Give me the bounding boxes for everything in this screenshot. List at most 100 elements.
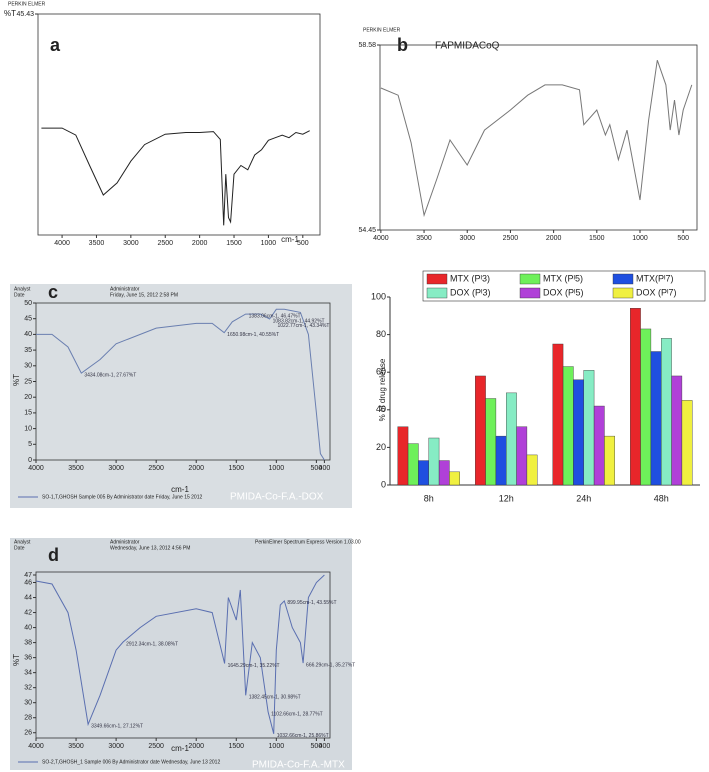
bar (640, 328, 652, 486)
x-tick-label: 3500 (89, 240, 105, 247)
header-text: PERKIN ELMER (363, 27, 401, 33)
peak-annotation: 1022.77cm-1, 43.34%T (278, 323, 330, 329)
y-tick-label: 0 (381, 479, 386, 489)
legend-swatch (612, 273, 634, 285)
y-tick-label: 50 (24, 300, 32, 307)
bar (583, 370, 595, 486)
spectrum-line (36, 308, 325, 461)
y-tick-label: 80 (376, 329, 386, 339)
x-tick-label: 500 (311, 743, 323, 750)
x-tick-label: 2500 (157, 240, 173, 247)
header-text: Administrator (110, 286, 140, 292)
y-tick-label: 20 (24, 394, 32, 401)
x-axis-label: cm-1 (171, 744, 189, 753)
x-tick-label: 500 (297, 240, 309, 247)
y-tick-label: 30 (24, 700, 32, 707)
y-tick-label: 32 (24, 685, 32, 692)
bar (506, 392, 517, 486)
x-tick-label: 2500 (148, 743, 164, 750)
legend-label: MTX (Pᴵ3) (450, 273, 490, 283)
peak-annotation: 1032.66cm-1, 25.86%T (277, 733, 329, 739)
y-tick-label: 26 (24, 730, 32, 737)
peak-annotation: 1383.06cm-1, 46.47%T (249, 313, 301, 319)
bar (438, 460, 450, 486)
peak-annotation: 3434.08cm-1, 27.67%T (84, 372, 136, 378)
x-tick-label: 4000 (373, 235, 389, 242)
legend-swatch (612, 287, 634, 299)
bar (449, 471, 460, 486)
header-text: Date (14, 292, 25, 298)
panel-label: c (48, 282, 58, 302)
plot-frame (35, 302, 331, 461)
x-tick-label: 1000 (632, 235, 648, 242)
header-text: Administrator (110, 539, 140, 545)
x-tick-label: 400 (319, 465, 331, 472)
y-tick-label: 36 (24, 654, 32, 661)
panel-title: FAPMIDACoQ (435, 41, 500, 52)
x-tick-label: 2000 (188, 743, 204, 750)
x-axis-label: cm-1 (171, 485, 189, 494)
x-tick-label: 3000 (123, 240, 139, 247)
y-tick-label: 45.43 (16, 11, 34, 18)
bar (661, 338, 672, 486)
x-tick-label: 2500 (148, 465, 164, 472)
x-tick-label: 3000 (459, 235, 475, 242)
header-text: PERKIN ELMER (8, 1, 46, 7)
x-tick-label: 4000 (28, 465, 44, 472)
peak-annotation: 1382.45cm-1, 30.98%T (249, 695, 301, 701)
header-text: Friday, June 15, 2012 2:58 PM (110, 292, 178, 298)
bar (418, 460, 429, 486)
peak-annotation: 2912.34cm-1, 38.08%T (126, 641, 178, 647)
footer-text: PMIDA-Co-F.A.-DOX (230, 492, 324, 503)
bar (495, 435, 507, 486)
y-tick-label: 58.58 (358, 42, 376, 49)
bar (516, 426, 528, 486)
x-tick-label: 48h (654, 493, 669, 503)
x-tick-label: 2000 (188, 465, 204, 472)
x-tick-label: 1000 (261, 240, 277, 247)
y-axis-label: %T (12, 374, 21, 386)
x-tick-label: 8h (424, 493, 434, 503)
x-tick-label: 500 (677, 235, 689, 242)
x-tick-label: 12h (499, 493, 514, 503)
bar (407, 443, 419, 486)
y-tick-label: 40 (24, 331, 32, 338)
spectrum-line (380, 60, 693, 218)
bar (562, 366, 574, 486)
x-tick-label: 1000 (269, 465, 285, 472)
x-tick-label: 1000 (269, 743, 285, 750)
legend-swatch (519, 273, 541, 285)
header-text: PerkinElmer Spectrum Express Version 1.0… (255, 539, 361, 545)
y-tick-label: 10 (24, 425, 32, 432)
y-tick-label: 20 (376, 442, 386, 452)
footer-text: SO-2,T,GHOSH_1 Sample 006 By Administrat… (42, 759, 220, 765)
y-tick-label: 42 (24, 609, 32, 616)
y-axis-label: % of drug release (378, 358, 387, 421)
bar (526, 454, 538, 486)
x-tick-label: 3500 (68, 465, 84, 472)
plot-frame (35, 571, 331, 739)
y-tick-label: 46 (24, 579, 32, 586)
header-text: Analyst (14, 539, 31, 545)
x-tick-label: 4000 (54, 240, 70, 247)
panel-label: a (50, 35, 61, 55)
bar (475, 375, 486, 486)
y-tick-label: 40 (24, 624, 32, 631)
legend-swatch (426, 273, 448, 285)
y-axis-label: %T (4, 9, 16, 18)
bar (671, 375, 683, 486)
y-tick-label: 44 (24, 594, 32, 601)
x-tick-label: 24h (576, 493, 591, 503)
y-tick-label: 60 (376, 367, 386, 377)
footer-text: PMIDA-Co-F.A.-MTX (252, 760, 345, 771)
y-tick-label: 15 (24, 410, 32, 417)
bar (428, 437, 440, 486)
x-tick-label: 3500 (416, 235, 432, 242)
panel-d-background (10, 538, 352, 770)
legend-box (422, 270, 706, 302)
bar (681, 400, 693, 486)
x-tick-label: 2500 (503, 235, 519, 242)
peak-annotation: 899.95cm-1, 43.55%T (287, 600, 336, 606)
header-text: Wednesday, June 13, 2012 4:56 PM (110, 545, 190, 551)
